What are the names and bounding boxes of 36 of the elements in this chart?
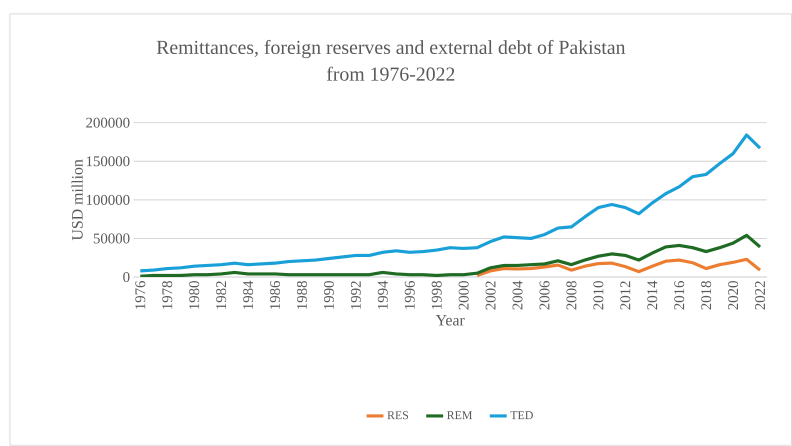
y-tick-label: 0: [123, 272, 130, 282]
x-tick-label: 2020: [728, 281, 738, 310]
legend-label: REM: [447, 411, 472, 420]
x-tick-label: 1982: [216, 281, 226, 310]
x-tick-label: 2018: [701, 281, 712, 310]
chart-title: Remittances, foreign reserves and external debt of Pakistan from 1976-2022: [156, 40, 626, 81]
legend-label: TED: [510, 411, 533, 420]
x-axis-title: Year: [436, 315, 465, 326]
x-tick-label: 2016: [674, 281, 684, 310]
x-tick-label: 2022: [755, 281, 766, 310]
y-tick-label: 100000: [86, 194, 130, 205]
x-tick-label: 1984: [243, 280, 254, 310]
x-tick-label: 2008: [566, 281, 576, 310]
x-tick-label: 1986: [270, 281, 280, 310]
y-axis-title: USD million: [72, 160, 83, 240]
x-tick-label: 1990: [324, 281, 334, 310]
x-tick-label: 1980: [189, 281, 200, 310]
y-tick-label: 150000: [86, 156, 130, 166]
y-tick-label: 50000: [94, 234, 130, 244]
x-tick-label: 1976: [135, 281, 146, 310]
x-tick-label: 1978: [162, 281, 172, 310]
x-tick-label: 1988: [296, 281, 307, 310]
y-tick-label: 200000: [86, 118, 130, 128]
legend-label: RES: [387, 411, 408, 420]
x-tick-label: 1998: [432, 281, 442, 310]
x-tick-label: 2002: [486, 281, 496, 310]
x-tick-label: 2014: [647, 280, 658, 310]
x-tick-label: 2012: [620, 281, 630, 310]
x-tick-label: 1994: [378, 280, 388, 310]
x-tick-label: 1992: [350, 281, 361, 310]
x-tick-label: 2006: [539, 281, 550, 310]
line-series: [476, 258, 762, 278]
x-tick-label: 2000: [458, 281, 469, 310]
x-tick-label: 2010: [593, 281, 604, 310]
x-tick-label: 1996: [404, 281, 415, 310]
x-tick-label: 2004: [512, 280, 523, 310]
